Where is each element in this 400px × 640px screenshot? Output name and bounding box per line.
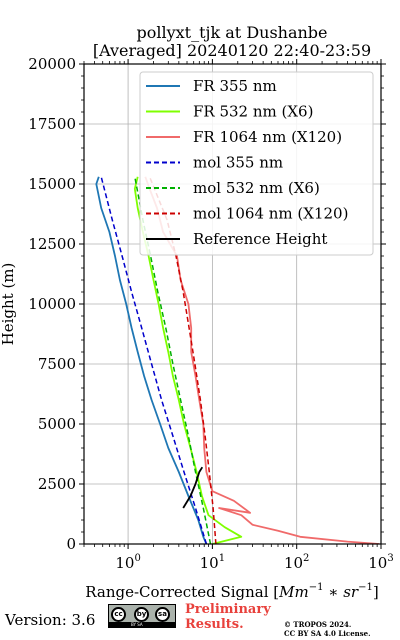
tropos-line2: CC BY SA 4.0 License.: [284, 629, 371, 638]
legend-label: Reference Height: [193, 230, 327, 248]
legend-label: FR 355 nm: [193, 77, 277, 95]
series-line-3: [100, 176, 208, 544]
y-tick-label: 15000: [28, 175, 76, 193]
preliminary-notice: Preliminary Results.: [185, 602, 271, 632]
tropos-copyright: © TROPOS 2024. CC BY SA 4.0 License.: [284, 620, 371, 638]
version-label: Version: 3.6: [5, 611, 96, 629]
legend-label: mol 1064 nm (X120): [193, 205, 348, 223]
ticks: 0 2500 5000 7500 10000 12500 15000 17500 20000 10…: [28, 55, 393, 572]
y-tick-label: 2500: [38, 475, 76, 493]
cc-strip-text: BY SA: [131, 622, 143, 627]
legend-label: FR 532 nm (X6): [193, 103, 313, 121]
x-tick-label: 100: [115, 553, 140, 572]
legend-label: mol 355 nm: [193, 154, 283, 172]
x-tick-label: 101: [200, 553, 225, 572]
cc-icon: cc: [111, 607, 126, 622]
x-tick-label: 103: [368, 553, 393, 572]
y-tick-label: 10000: [28, 295, 76, 313]
x-tick-label: 102: [284, 553, 309, 572]
series-line-6: [182, 466, 204, 509]
legend-box: [139, 71, 374, 256]
legend: FR 355 nm FR 532 nm (X6) FR 1064 nm (X120)…: [139, 71, 374, 256]
y-tick-label: 12500: [28, 235, 76, 253]
preliminary-line1: Preliminary: [185, 602, 271, 617]
y-tick-label: 7500: [38, 355, 76, 373]
cc-license-badge[interactable]: cc by sa BY SA: [108, 604, 176, 628]
y-axis-label: Height (m): [0, 263, 17, 346]
preliminary-line2: Results.: [185, 617, 244, 632]
legend-label: mol 532 nm (X6): [193, 179, 320, 197]
y-tick-label: 0: [66, 535, 76, 553]
chart-title-line1: pollyxt_tjk at Dushanbe: [136, 23, 327, 42]
y-tick-label: 17500: [28, 115, 76, 133]
chart-title-line2: [Averaged] 20240120 22:40-23:59: [93, 41, 371, 60]
tropos-line1: © TROPOS 2024.: [284, 620, 352, 629]
legend-label: FR 1064 nm (X120): [193, 128, 342, 146]
y-tick-label: 20000: [28, 55, 76, 73]
share-alike-icon: sa: [155, 607, 170, 622]
series-line-0: [95, 176, 208, 544]
chart: pollyxt_tjk at Dushanbe [Averaged] 20240…: [0, 23, 394, 600]
x-axis-label: Range-Corrected Signal [Mm−1 ∗ sr−1]: [85, 582, 378, 600]
y-tick-label: 5000: [38, 415, 76, 433]
attribution-icon: by: [134, 607, 149, 622]
series-line-5: [148, 176, 217, 544]
